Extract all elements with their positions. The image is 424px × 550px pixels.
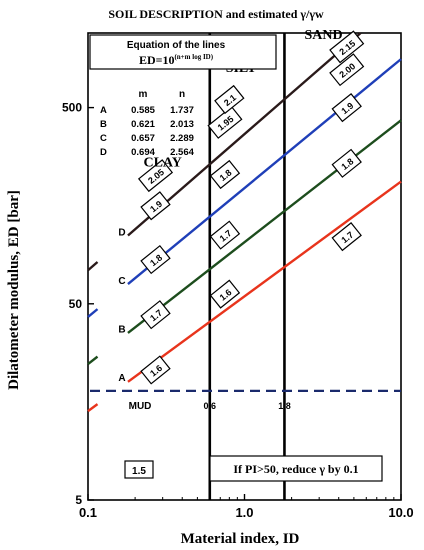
y-tick-label-3: 500 <box>62 101 82 115</box>
gamma-labels: 1.61.71.81.92.051.61.71.81.952.11.71.81.… <box>137 30 365 385</box>
series-stub-D <box>87 261 99 272</box>
gamma-label-4: 1.9 <box>140 191 171 221</box>
gamma-label-7: 1.7 <box>209 220 241 250</box>
x-tick-label-2: 1.0 <box>235 505 253 520</box>
y-tick-label-2: 50 <box>69 297 83 311</box>
series-stub-B <box>87 355 99 365</box>
equation-table: m n A 0.585 1.737 B 0.621 2.013 C 0.657 2.289 D 0.… <box>100 89 195 158</box>
eq-row-m-B: 0.621 <box>131 119 155 130</box>
axes: 0.1 1.0 10.0 5 50 500 <box>62 101 414 520</box>
y-axis-label: Dilatometer modulus, ED [bar] <box>6 190 22 390</box>
series-label-C: C <box>118 276 125 287</box>
equation-col-m: m <box>139 89 148 100</box>
x-tick-label-1: 0.1 <box>79 505 97 520</box>
eq-row-m-A: 0.585 <box>131 105 155 116</box>
boundary-label-2: 1.8 <box>278 401 291 411</box>
equation-box: Equation of the lines ED=10(n+m log ID) <box>89 34 277 70</box>
series-label-A: A <box>118 373 125 384</box>
mud-line-group: MUD <box>90 389 401 412</box>
y-tick-label-1: 5 <box>75 493 82 507</box>
gamma-label-9: 1.95 <box>207 105 243 139</box>
gamma-label-3: 1.8 <box>140 244 171 275</box>
series-line-A <box>127 180 402 383</box>
gamma-label-15: 2.15 <box>329 30 365 64</box>
series-label-D: D <box>118 228 125 239</box>
series-stub-C <box>87 308 99 318</box>
mud-label: MUD <box>129 401 152 412</box>
series-stub-A <box>87 403 99 413</box>
eq-row-label-B: B <box>100 119 107 130</box>
gamma-label-8: 1.8 <box>209 159 241 190</box>
mud-gamma-box: 1.5 <box>124 460 154 479</box>
eq-row-n-B: 2.013 <box>170 119 194 130</box>
zone-label-sand: SAND <box>304 28 342 43</box>
eq-row-n-A: 1.737 <box>170 105 194 116</box>
gamma-label-12: 1.8 <box>331 148 362 178</box>
eq-row-m-C: 0.657 <box>131 133 155 144</box>
eq-row-m-D: 0.694 <box>131 147 155 158</box>
eq-row-label-D: D <box>100 147 107 158</box>
eq-row-label-A: A <box>100 105 107 116</box>
gamma-label-13: 1.9 <box>331 93 362 123</box>
gamma-label-10: 2.1 <box>214 84 245 115</box>
x-axis-label: Material index, ID <box>181 531 300 547</box>
gamma-label-2: 1.7 <box>140 300 171 330</box>
x-tick-label-3: 10.0 <box>388 505 413 520</box>
mud-gamma-value: 1.5 <box>132 466 146 477</box>
gamma-label-11: 1.7 <box>331 222 362 252</box>
gamma-label-14: 2.00 <box>329 53 365 87</box>
series-labels: A B C D <box>118 228 125 385</box>
eq-row-label-C: C <box>100 133 107 144</box>
gamma-label-1: 1.6 <box>140 355 171 385</box>
chart-title: SOIL DESCRIPTION and estimated γ/γw <box>108 7 324 21</box>
series-label-B: B <box>118 325 125 336</box>
equation-formula: ED=10(n+m log ID) <box>139 53 214 67</box>
gamma-label-6: 1.6 <box>209 279 241 309</box>
note-box: If PI>50, reduce γ by 0.1 <box>209 455 383 482</box>
boundary-label-1: 0.6 <box>204 401 217 411</box>
note-text: If PI>50, reduce γ by 0.1 <box>233 462 358 476</box>
gamma-label-5: 2.05 <box>137 159 174 193</box>
equation-col-n: n <box>179 89 185 100</box>
eq-row-n-D: 2.564 <box>170 147 194 158</box>
zone-label-clay: CLAY <box>143 156 181 171</box>
series-line-C <box>127 58 402 285</box>
equation-title: Equation of the lines <box>127 40 226 51</box>
eq-row-n-C: 2.289 <box>170 133 194 144</box>
